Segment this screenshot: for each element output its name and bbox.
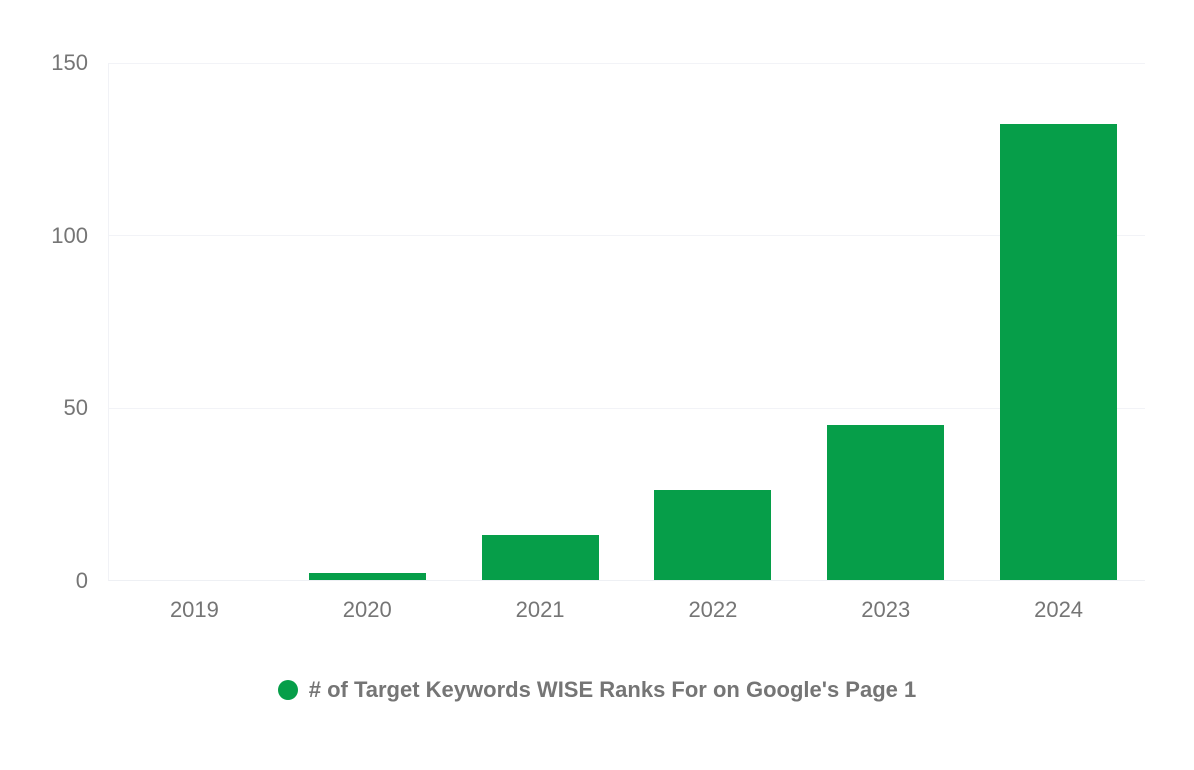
y-tick-label-150: 150 xyxy=(51,50,88,75)
legend-series-label: # of Target Keywords WISE Ranks For on G… xyxy=(308,677,917,702)
bar-2020 xyxy=(308,573,426,580)
x-tick-label-2024: 2024 xyxy=(1034,597,1084,622)
x-tick-label-2023: 2023 xyxy=(861,597,911,622)
x-tick-label-2019: 2019 xyxy=(169,597,219,622)
x-tick-label-2021: 2021 xyxy=(515,597,565,622)
legend-marker-circle-icon xyxy=(277,680,298,700)
bar-2022 xyxy=(654,490,772,580)
x-tick-label-2022: 2022 xyxy=(688,597,738,622)
bar-2024 xyxy=(1000,124,1118,580)
bar-2021 xyxy=(481,535,599,580)
gridline-y-150 xyxy=(109,62,1145,64)
bar-2023 xyxy=(827,425,945,580)
gridline-y-50 xyxy=(109,407,1145,409)
y-tick-label-50: 50 xyxy=(63,395,88,421)
y-tick-label-100: 100 xyxy=(51,222,88,248)
y-tick-label-0: 0 xyxy=(75,568,88,593)
gridline-y-100 xyxy=(109,235,1145,237)
legend: # of Target Keywords WISE Ranks For on G… xyxy=(0,668,1194,712)
x-tick-label-2020: 2020 xyxy=(342,597,392,622)
plot-area xyxy=(108,62,1145,581)
